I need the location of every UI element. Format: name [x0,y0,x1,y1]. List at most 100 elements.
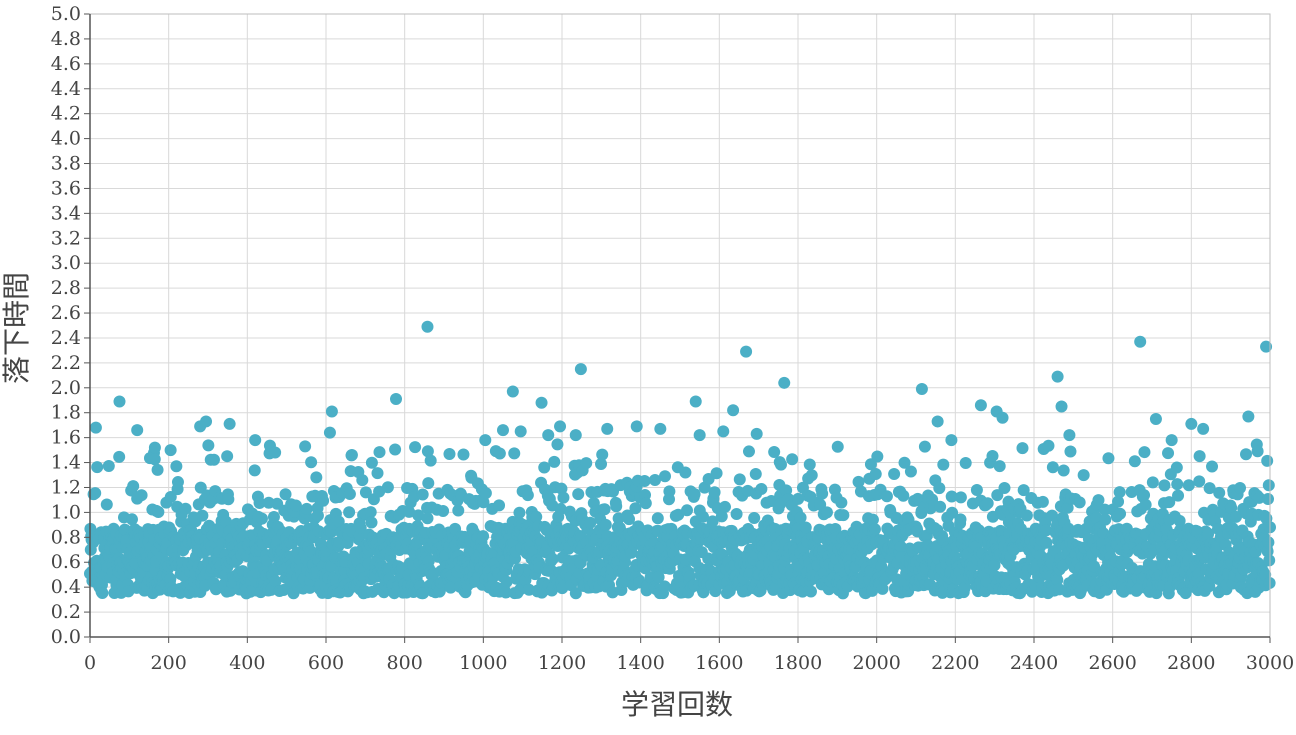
data-point [1170,461,1183,474]
data-point [521,489,534,502]
data-point [196,509,209,522]
data-point [443,448,456,461]
data-point [325,405,338,418]
data-point [663,485,676,498]
data-point [1092,494,1105,507]
data-point [1202,528,1215,541]
y-tick-label: 1.2 [51,476,81,498]
data-point [748,512,761,525]
data-point [179,502,192,515]
data-point [988,559,1001,572]
data-point [831,440,844,453]
data-point [792,492,805,505]
data-point [945,490,958,503]
data-point [289,499,302,512]
data-point [696,510,709,523]
data-point [727,404,740,417]
data-point [1171,478,1184,491]
data-point [170,460,183,473]
data-point [804,585,817,598]
data-point [311,509,324,522]
data-point [1260,340,1273,353]
data-point [996,411,1009,424]
data-point [1225,501,1238,514]
data-point [96,587,109,600]
data-point [323,426,336,439]
data-point [1036,495,1049,508]
data-point [1197,422,1210,435]
data-point [718,500,731,513]
data-point [422,477,435,490]
data-point [794,511,807,524]
data-point [945,434,958,447]
axes [84,13,1271,643]
data-point [871,450,884,463]
data-point [1112,495,1125,508]
data-point [508,447,521,460]
data-point [733,473,746,486]
data-point [596,448,609,461]
data-point [148,441,161,454]
data-point [364,506,377,519]
data-point [868,523,881,536]
data-point [584,516,597,529]
data-point [933,482,946,495]
data-point [221,450,234,463]
data-point [986,449,999,462]
data-point [1139,498,1152,511]
data-point [803,458,816,471]
data-point [1185,417,1198,430]
data-point [1261,454,1274,467]
x-tick-label: 3000 [1246,652,1294,674]
data-point [898,456,911,469]
data-point [1146,476,1159,489]
data-point [151,463,164,476]
data-point [1242,410,1255,423]
data-point [574,363,587,376]
data-point [557,491,570,504]
data-point [1040,524,1053,537]
data-point [580,457,593,470]
y-tick-label: 4.6 [51,53,81,75]
data-point [253,496,266,509]
data-point [755,482,768,495]
data-point [513,506,526,519]
data-point [1064,445,1077,458]
data-point [1138,446,1151,459]
data-point [356,474,369,487]
data-point [255,512,268,525]
data-point [1042,439,1055,452]
data-point [652,571,665,584]
data-point [381,481,394,494]
data-point [970,484,983,497]
data-point [554,502,567,515]
x-tick-label: 1800 [774,652,822,674]
data-point [421,512,434,525]
data-point [222,493,235,506]
data-point [551,438,564,451]
y-tick-label: 5.0 [51,3,81,25]
data-point [629,502,642,515]
data-point [697,586,710,599]
data-point [599,518,612,531]
y-tick-label: 2.6 [51,302,81,324]
data-point [389,443,402,456]
data-point [876,582,889,595]
data-point [639,497,652,510]
data-point [598,503,611,516]
data-point [1128,455,1141,468]
data-point [479,487,492,500]
data-point [742,445,755,458]
data-point [135,489,148,502]
data-point [477,496,490,509]
data-point [479,434,492,447]
data-point [750,427,763,440]
data-point [814,498,827,511]
data-point [1017,484,1030,497]
y-tick-label: 4.0 [51,128,81,150]
y-tick-label: 0.6 [51,551,81,573]
data-point [365,456,378,469]
data-point [421,320,434,333]
y-tick-label: 0.2 [51,601,81,623]
